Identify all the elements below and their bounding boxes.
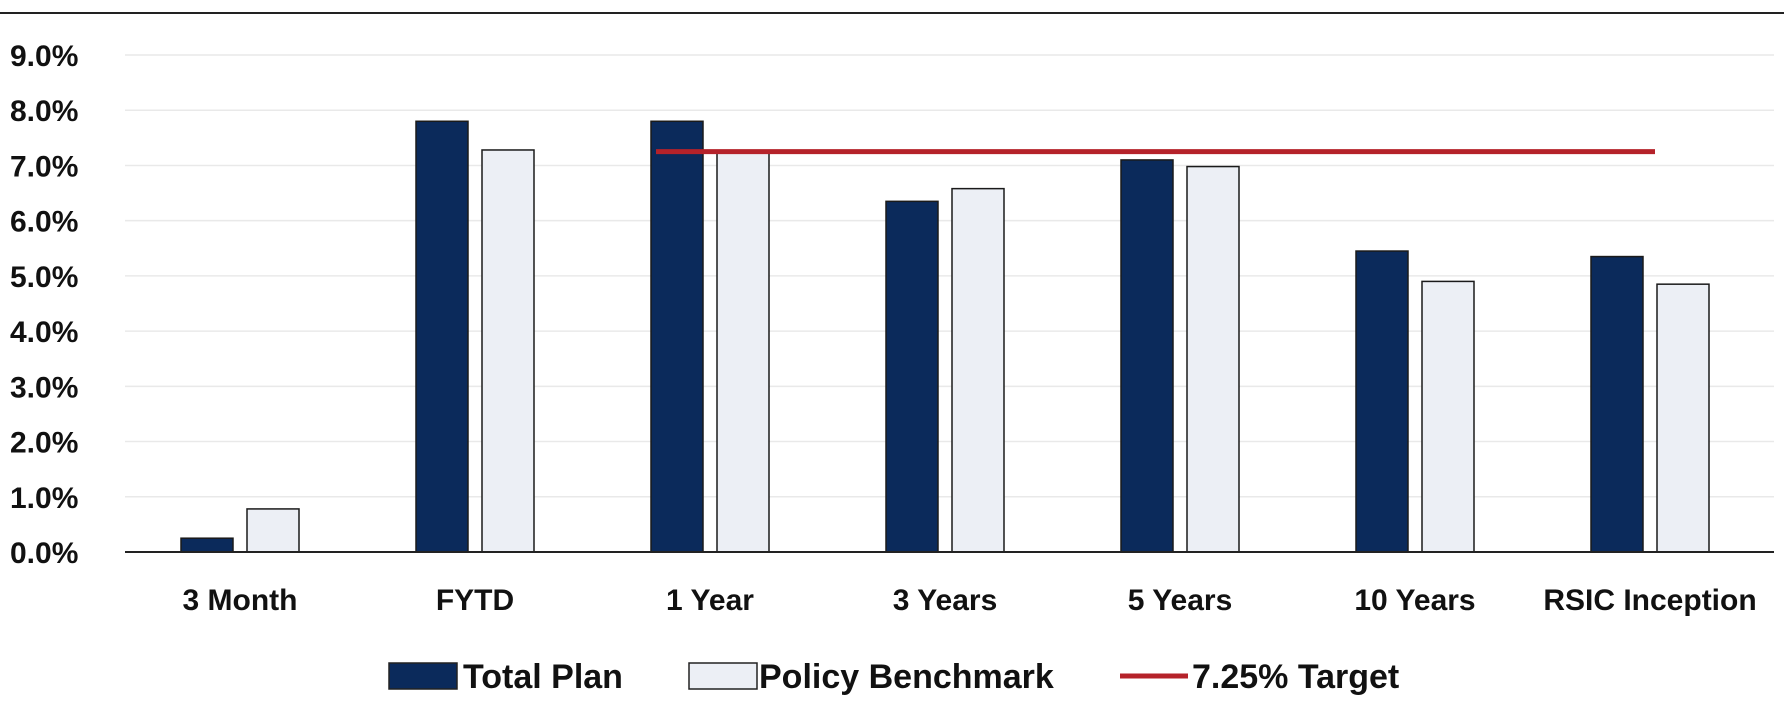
y-tick-label: 9.0% — [10, 40, 78, 73]
y-tick-label: 8.0% — [10, 95, 78, 128]
bars — [180, 120, 1710, 553]
x-tick-label: RSIC Inception — [1543, 584, 1756, 617]
bar-policy-benchmark — [246, 508, 300, 553]
y-tick-label: 6.0% — [10, 206, 78, 239]
bar-policy-benchmark — [951, 187, 1005, 553]
bar-total-plan — [1590, 255, 1644, 553]
bar-total-plan — [885, 200, 939, 553]
bar-policy-benchmark — [481, 149, 535, 553]
y-tick-label: 3.0% — [10, 371, 78, 404]
legend-label-target: 7.25% Target — [1192, 658, 1399, 696]
x-tick-label: FYTD — [436, 584, 514, 617]
x-axis-labels: 3 Month FYTD 1 Year 3 Years 5 Years 10 Years R… — [183, 584, 1757, 617]
x-tick-label: 3 Years — [893, 584, 998, 617]
bar-policy-benchmark — [1656, 283, 1710, 553]
bar-total-plan — [180, 537, 234, 553]
bar-total-plan — [1120, 159, 1174, 553]
y-tick-label: 1.0% — [10, 482, 78, 515]
bar-policy-benchmark — [1421, 280, 1475, 553]
y-tick-label: 7.0% — [10, 150, 78, 183]
legend-swatch-policy-benchmark — [688, 662, 758, 690]
y-tick-label: 5.0% — [10, 261, 78, 294]
gridlines — [125, 54, 1774, 498]
bar-policy-benchmark — [716, 150, 770, 553]
legend: Total Plan Policy Benchmark 7.25% Target — [388, 658, 1399, 696]
legend-label-policy-benchmark: Policy Benchmark — [759, 658, 1054, 696]
y-tick-label: 4.0% — [10, 316, 78, 349]
bar-total-plan — [650, 120, 704, 553]
legend-label-total-plan: Total Plan — [463, 658, 623, 696]
x-tick-label: 5 Years — [1128, 584, 1233, 617]
y-tick-label: 2.0% — [10, 427, 78, 460]
bar-total-plan — [415, 120, 469, 553]
bar-total-plan — [1355, 250, 1409, 553]
y-axis-ticks: 0.0% 1.0% 2.0% 3.0% 4.0% 5.0% 6.0% 7.0% 8.0% 9.0% — [10, 40, 78, 570]
legend-swatch-total-plan — [388, 662, 458, 690]
x-tick-label: 1 Year — [666, 584, 754, 617]
x-tick-label: 3 Month — [183, 584, 298, 617]
x-tick-label: 10 Years — [1354, 584, 1475, 617]
bar-policy-benchmark — [1186, 165, 1240, 553]
y-tick-label: 0.0% — [10, 537, 78, 570]
